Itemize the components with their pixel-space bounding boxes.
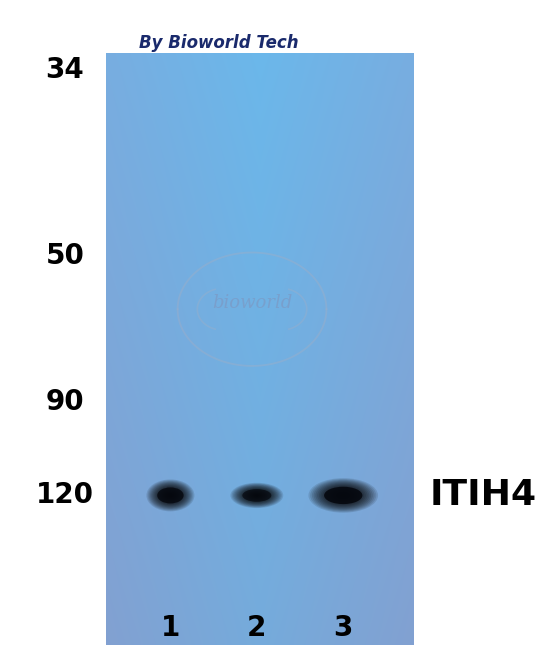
Ellipse shape xyxy=(333,490,353,501)
Ellipse shape xyxy=(317,483,369,509)
Ellipse shape xyxy=(244,489,270,502)
Ellipse shape xyxy=(247,490,267,501)
Text: 34: 34 xyxy=(46,56,84,84)
Ellipse shape xyxy=(320,484,366,507)
Ellipse shape xyxy=(166,492,175,499)
Ellipse shape xyxy=(342,495,345,496)
Ellipse shape xyxy=(248,491,266,500)
Ellipse shape xyxy=(329,489,357,502)
Ellipse shape xyxy=(233,484,281,507)
Ellipse shape xyxy=(312,480,375,511)
Ellipse shape xyxy=(250,492,263,499)
Ellipse shape xyxy=(310,479,376,512)
Ellipse shape xyxy=(253,493,261,497)
Ellipse shape xyxy=(340,493,347,497)
Ellipse shape xyxy=(338,493,349,498)
Ellipse shape xyxy=(157,487,184,504)
Ellipse shape xyxy=(157,487,184,503)
Ellipse shape xyxy=(165,491,176,499)
Ellipse shape xyxy=(237,486,276,505)
Ellipse shape xyxy=(251,493,262,498)
Text: 120: 120 xyxy=(36,481,94,509)
Ellipse shape xyxy=(149,481,192,510)
Ellipse shape xyxy=(324,487,362,504)
Text: 3: 3 xyxy=(333,614,353,642)
Text: ITIH4: ITIH4 xyxy=(430,478,537,513)
Ellipse shape xyxy=(159,487,182,503)
Ellipse shape xyxy=(324,486,362,505)
Text: 50: 50 xyxy=(46,242,84,270)
Ellipse shape xyxy=(153,483,188,507)
Ellipse shape xyxy=(336,492,350,499)
Ellipse shape xyxy=(242,489,272,502)
Ellipse shape xyxy=(232,483,282,507)
Text: By Bioworld Tech: By Bioworld Tech xyxy=(138,34,298,53)
Ellipse shape xyxy=(169,495,172,496)
Ellipse shape xyxy=(239,487,274,503)
Ellipse shape xyxy=(155,485,186,506)
Text: 90: 90 xyxy=(46,388,84,416)
Ellipse shape xyxy=(160,488,181,503)
Ellipse shape xyxy=(163,491,178,500)
Ellipse shape xyxy=(235,485,279,506)
Text: bioworld: bioworld xyxy=(212,293,292,312)
Ellipse shape xyxy=(151,483,190,508)
Ellipse shape xyxy=(254,494,260,497)
Ellipse shape xyxy=(147,479,194,511)
Ellipse shape xyxy=(314,481,373,510)
Ellipse shape xyxy=(245,489,269,501)
Ellipse shape xyxy=(331,489,356,501)
Ellipse shape xyxy=(162,490,179,501)
Ellipse shape xyxy=(249,491,265,499)
Ellipse shape xyxy=(334,491,352,500)
Ellipse shape xyxy=(238,487,275,504)
Ellipse shape xyxy=(326,487,361,504)
Ellipse shape xyxy=(308,478,378,513)
Ellipse shape xyxy=(161,489,180,502)
Ellipse shape xyxy=(154,484,187,507)
Ellipse shape xyxy=(323,485,364,506)
Ellipse shape xyxy=(150,482,191,509)
Ellipse shape xyxy=(241,488,273,503)
Ellipse shape xyxy=(242,489,272,502)
Ellipse shape xyxy=(256,495,258,496)
Ellipse shape xyxy=(236,485,278,505)
Text: 1: 1 xyxy=(161,614,180,642)
Ellipse shape xyxy=(230,483,283,508)
Ellipse shape xyxy=(167,493,174,498)
Ellipse shape xyxy=(156,486,185,505)
Ellipse shape xyxy=(319,483,368,507)
Ellipse shape xyxy=(148,480,193,511)
Ellipse shape xyxy=(168,494,173,497)
Text: 2: 2 xyxy=(247,614,267,642)
Ellipse shape xyxy=(327,487,359,503)
Ellipse shape xyxy=(315,481,371,509)
